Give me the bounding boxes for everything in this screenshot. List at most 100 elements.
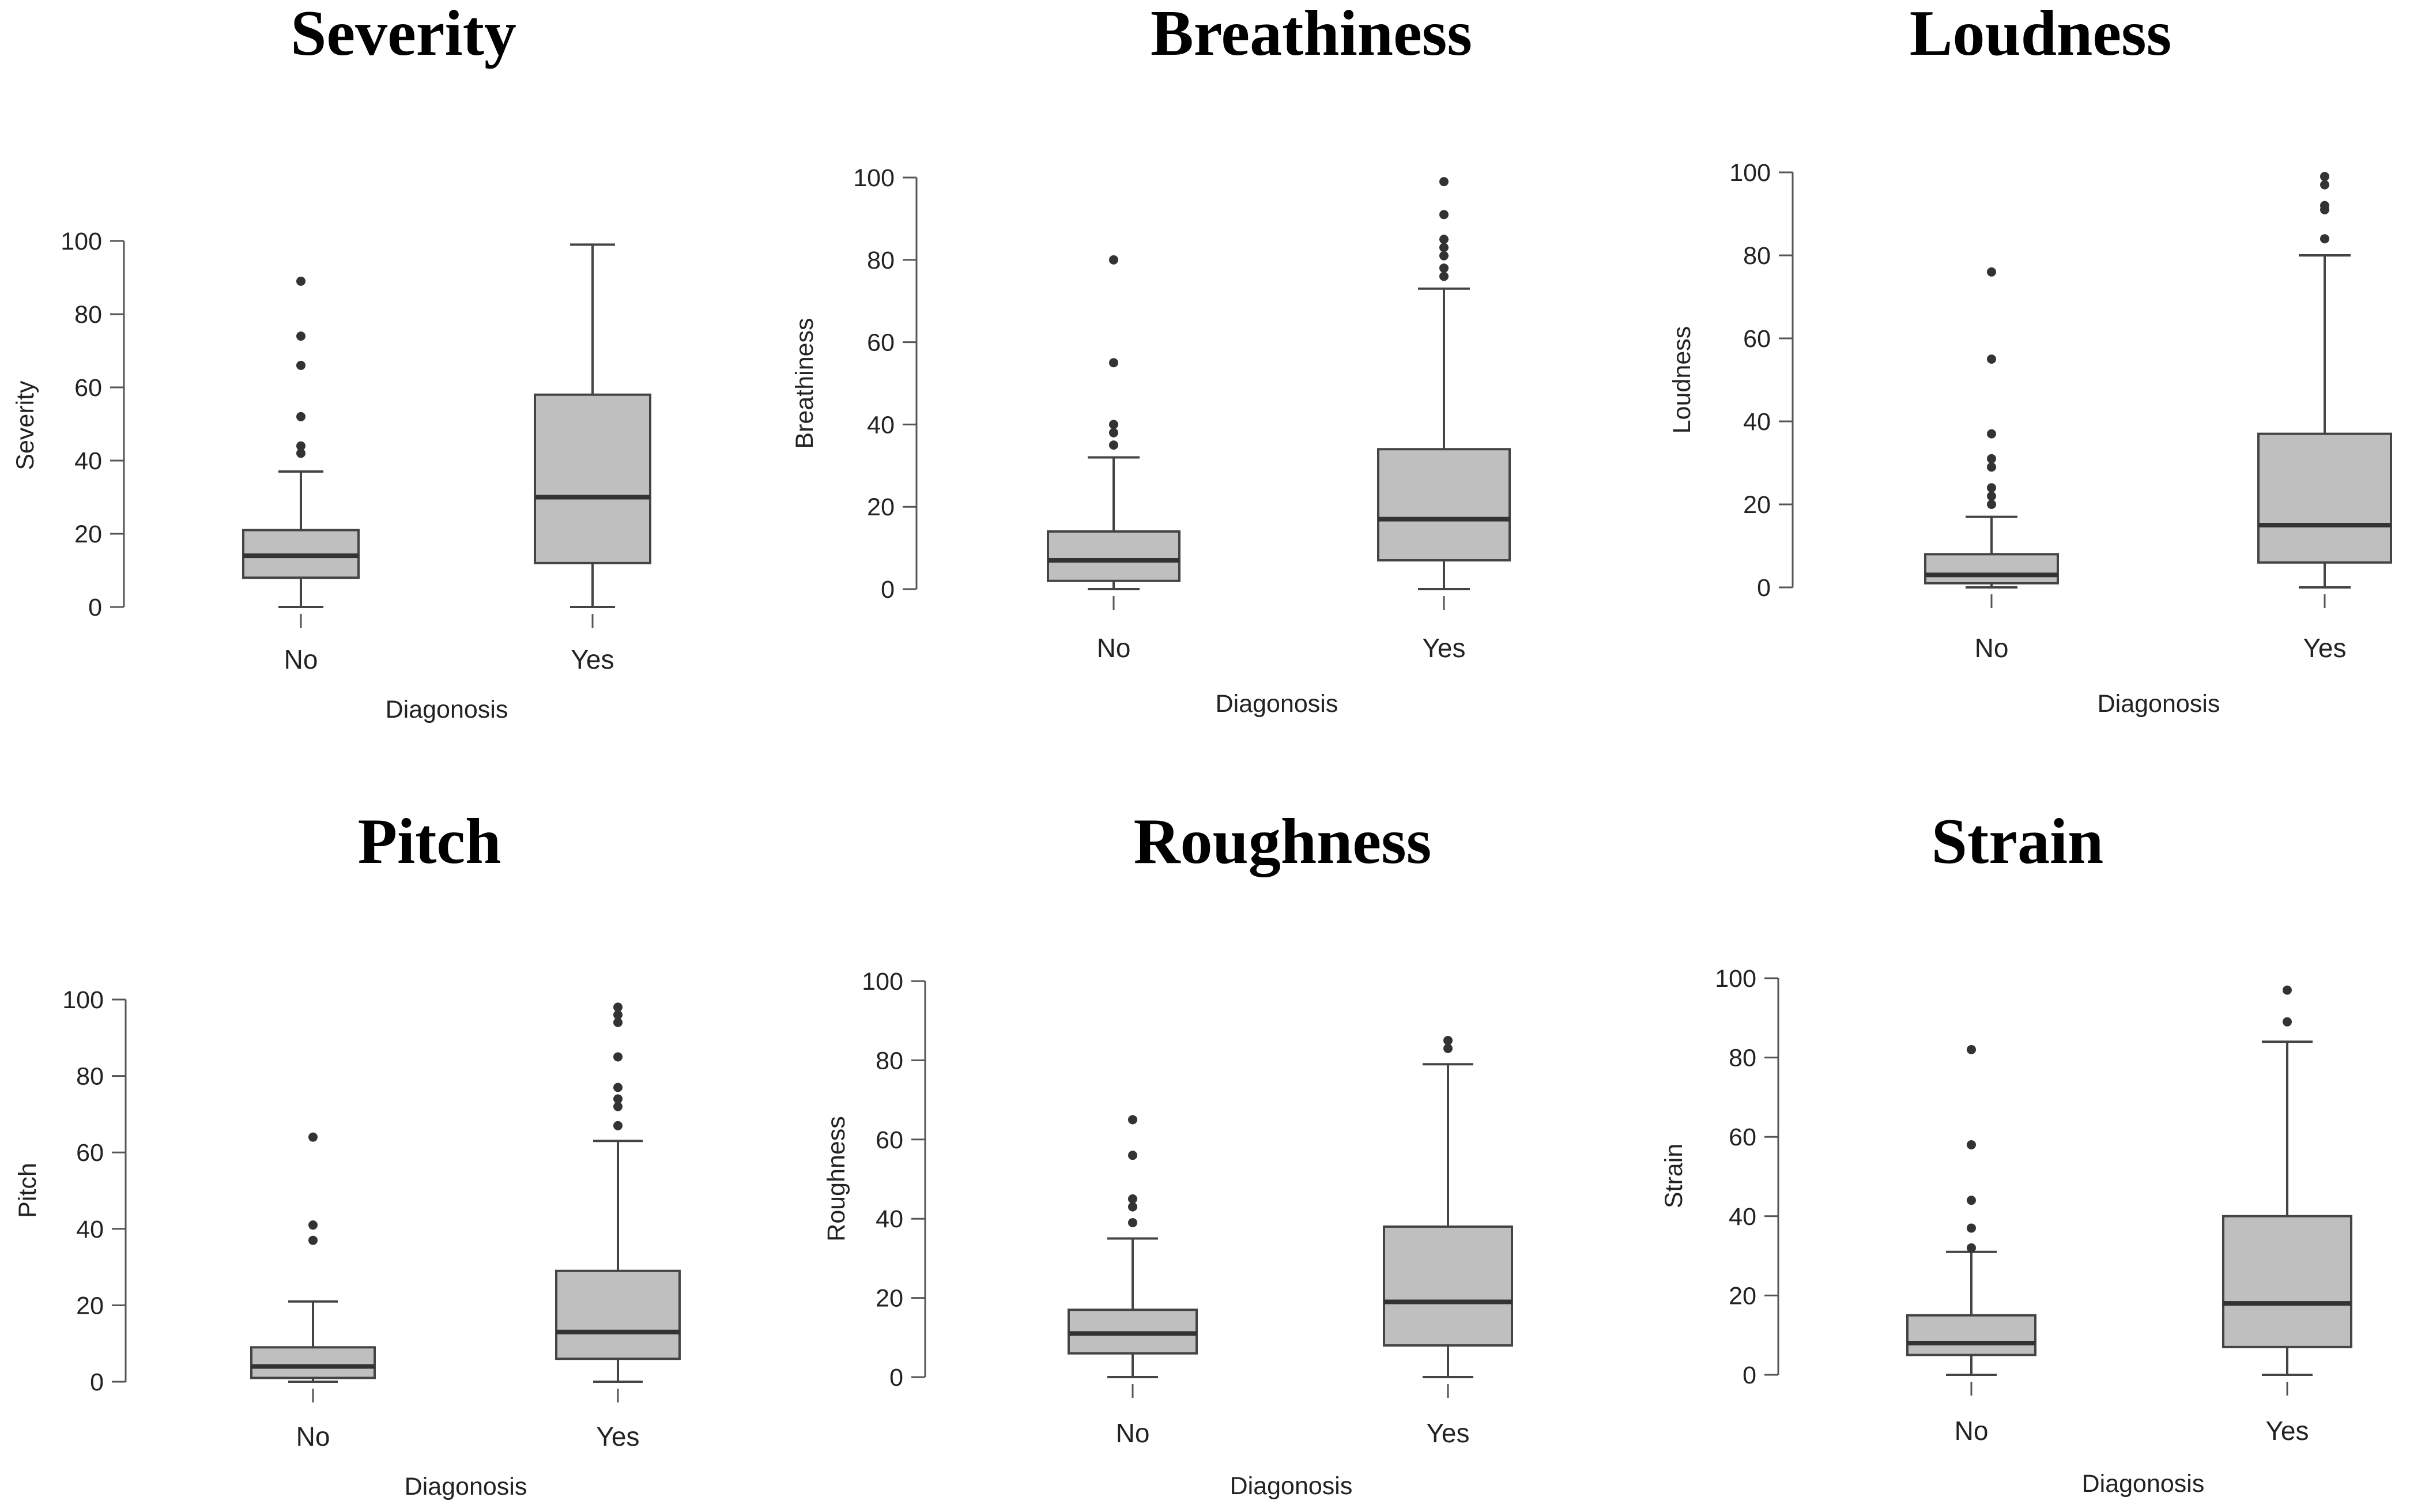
iqr-box [555, 1269, 681, 1360]
outlier-point [296, 412, 306, 421]
iqr-box [534, 393, 651, 564]
outlier-point [613, 1102, 623, 1111]
y-tick-label: 0 [1743, 1362, 1756, 1389]
outlier-point [2320, 180, 2329, 190]
box-no [1068, 1115, 1198, 1378]
outlier-point [613, 1002, 623, 1012]
outlier-point [1987, 500, 1996, 509]
x-axis-label: Diagonosis [1230, 1472, 1353, 1500]
outlier-point [1128, 1115, 1137, 1125]
outlier-point [296, 448, 306, 458]
iqr-box [2222, 1215, 2352, 1348]
y-tick-label: 20 [1729, 1282, 1756, 1310]
outlier-point [1987, 429, 1996, 439]
outlier-point [1987, 462, 1996, 472]
outlier-point [1967, 1140, 1976, 1149]
outlier-point [1987, 483, 1996, 493]
x-tick-label: Yes [596, 1421, 639, 1451]
outlier-point [308, 1132, 318, 1142]
y-tick-label: 40 [876, 1205, 903, 1233]
chart-panel-loudness: Loudness 0 20 40 60 80 100 Loudness No Yes Diagono… [1668, 0, 2392, 718]
outlier-point [2283, 1017, 2292, 1027]
outlier-point [2320, 234, 2329, 244]
y-tick-label: 60 [76, 1139, 104, 1167]
y-axis-label: Roughness [823, 1116, 850, 1242]
iqr-box [2257, 432, 2392, 564]
outlier-point [1439, 263, 1449, 273]
y-tick-label: 80 [76, 1063, 104, 1091]
chart-panel-breathiness: Breathiness 0 20 40 60 80 100 Breathiness No Yes D… [791, 0, 1511, 718]
y-tick-label: 20 [876, 1285, 903, 1313]
y-tick-label: 40 [1729, 1203, 1756, 1231]
y-tick-label: 100 [853, 164, 895, 192]
outlier-point [1987, 454, 1996, 463]
iqr-box [1906, 1314, 2036, 1356]
chart-panel-roughness: Roughness 0 20 40 60 80 100 Roughness No Yes Diago… [823, 806, 1513, 1500]
y-tick-label: 100 [1715, 965, 1756, 993]
chart-title: Loudness [1910, 0, 2171, 69]
chart-panel-strain: Strain 0 20 40 60 80 100 Strain No Yes Diagonosis [1660, 806, 2352, 1498]
outlier-point [613, 1083, 623, 1092]
y-tick-label: 100 [61, 228, 102, 255]
y-tick-label: 0 [90, 1368, 104, 1396]
iqr-box [1383, 1225, 1513, 1347]
x-tick-label: No [1097, 633, 1131, 663]
outlier-point [1109, 255, 1118, 265]
outlier-point [1439, 177, 1449, 187]
outlier-point [1439, 210, 1449, 220]
chart-title: Pitch [358, 806, 501, 877]
outlier-point [1439, 243, 1449, 252]
y-tick-label: 60 [1743, 325, 1771, 353]
outlier-point [613, 1094, 623, 1104]
y-tick-label: 60 [867, 329, 895, 357]
y-axis-label: Strain [1660, 1144, 1688, 1208]
outlier-point [1128, 1194, 1137, 1204]
y-tick-label: 0 [889, 1364, 903, 1392]
y-tick-label: 40 [867, 411, 895, 439]
y-tick-label: 20 [1743, 491, 1771, 519]
y-tick-label: 60 [876, 1126, 903, 1154]
x-axis-label: Diagonosis [405, 1473, 527, 1500]
outlier-point [1443, 1043, 1453, 1053]
box-yes [2257, 172, 2392, 589]
iqr-box [1047, 530, 1181, 582]
y-tick-label: 60 [1729, 1123, 1756, 1151]
x-axis-label: Diagonosis [2098, 690, 2220, 718]
outlier-point [296, 441, 306, 451]
box-yes [1383, 1036, 1513, 1378]
y-axis-label: Breathiness [791, 318, 819, 448]
chart-panel-severity: Severity 0 20 40 60 80 100 Severity No Yes Diagono… [12, 0, 651, 723]
x-tick-label: Yes [571, 644, 614, 674]
y-tick-label: 0 [1757, 574, 1771, 602]
x-tick-label: No [1975, 633, 2009, 663]
x-tick-label: Yes [2303, 633, 2346, 663]
y-tick-label: 40 [1743, 408, 1771, 436]
outlier-point [613, 1017, 623, 1027]
outlier-point [296, 276, 306, 286]
y-axis-label: Pitch [14, 1163, 42, 1218]
outlier-point [1109, 358, 1118, 368]
y-tick-label: 40 [76, 1216, 104, 1243]
x-tick-label: No [1955, 1416, 1989, 1446]
x-axis-label: Diagonosis [2082, 1470, 2205, 1498]
iqr-box [1924, 553, 2059, 585]
outlier-point [1439, 251, 1449, 261]
x-tick-label: No [284, 644, 318, 674]
chart-title: Strain [1932, 806, 2104, 877]
outlier-point [1439, 235, 1449, 244]
box-no [1047, 255, 1181, 590]
y-tick-label: 80 [74, 301, 102, 329]
x-axis-label: Diagonosis [1216, 690, 1338, 718]
outlier-point [1967, 1045, 1976, 1054]
y-tick-label: 60 [74, 374, 102, 402]
outlier-point [1987, 355, 1996, 364]
y-tick-label: 100 [1729, 159, 1771, 187]
outlier-point [2283, 985, 2292, 995]
chart-panel-pitch: Pitch 0 20 40 60 80 100 Pitch No Yes Diagonosis [14, 806, 681, 1500]
outlier-point [1439, 272, 1449, 281]
y-tick-label: 20 [76, 1292, 104, 1319]
outlier-point [1128, 1218, 1137, 1228]
y-tick-label: 80 [867, 247, 895, 274]
box-yes [534, 243, 651, 608]
